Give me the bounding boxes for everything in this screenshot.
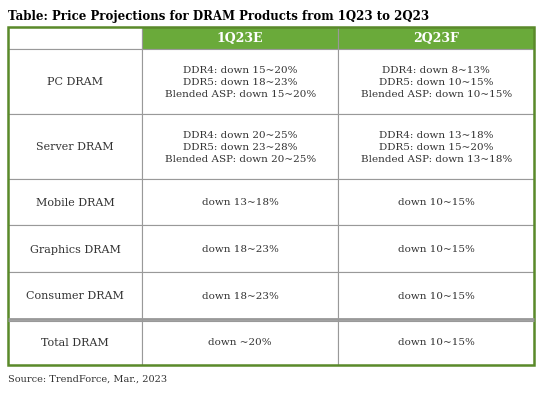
Text: Total DRAM: Total DRAM [41, 337, 109, 347]
Bar [8, 115, 142, 179]
Text: down 10~15%: down 10~15% [398, 198, 475, 207]
Text: down 10~15%: down 10~15% [398, 245, 475, 254]
Text: down 13~18%: down 13~18% [202, 198, 279, 207]
Bar [8, 319, 142, 365]
Text: DDR4: down 8~13%
DDR5: down 10~15%
Blended ASP: down 10~15%: DDR4: down 8~13% DDR5: down 10~15% Blend… [360, 66, 512, 99]
Bar [142, 273, 338, 319]
Text: Source: TrendForce, Mar., 2023: Source: TrendForce, Mar., 2023 [8, 374, 167, 383]
Text: down 18~23%: down 18~23% [202, 245, 279, 254]
Text: down 18~23%: down 18~23% [202, 291, 279, 300]
Text: DDR4: down 13~18%
DDR5: down 15~20%
Blended ASP: down 13~18%: DDR4: down 13~18% DDR5: down 15~20% Blen… [360, 130, 512, 163]
Text: Mobile DRAM: Mobile DRAM [36, 198, 114, 207]
Bar [338, 319, 534, 365]
Bar [338, 50, 534, 115]
Bar [338, 226, 534, 273]
Text: down 10~15%: down 10~15% [398, 291, 475, 300]
Text: DDR4: down 20~25%
DDR5: down 23~28%
Blended ASP: down 20~25%: DDR4: down 20~25% DDR5: down 23~28% Blen… [165, 130, 316, 163]
Text: Graphics DRAM: Graphics DRAM [30, 244, 120, 254]
Text: down 10~15%: down 10~15% [398, 338, 475, 347]
Bar [8, 28, 142, 50]
Bar [142, 319, 338, 365]
Bar [142, 50, 338, 115]
Bar [142, 179, 338, 226]
Bar [8, 50, 142, 115]
Text: PC DRAM: PC DRAM [47, 77, 103, 87]
Text: 2Q23F: 2Q23F [413, 32, 459, 45]
Bar [8, 226, 142, 273]
Text: Consumer DRAM: Consumer DRAM [26, 291, 124, 301]
Bar [338, 179, 534, 226]
Text: DDR4: down 15~20%
DDR5: down 18~23%
Blended ASP: down 15~20%: DDR4: down 15~20% DDR5: down 18~23% Blen… [165, 66, 316, 99]
Bar [142, 226, 338, 273]
Bar [8, 28, 534, 365]
Text: down ~20%: down ~20% [209, 338, 272, 347]
Text: 1Q23E: 1Q23E [217, 32, 263, 45]
Bar [338, 28, 534, 50]
Bar [142, 28, 338, 50]
Bar [338, 273, 534, 319]
Bar [142, 115, 338, 179]
Bar [338, 115, 534, 179]
Bar [8, 273, 142, 319]
Bar [8, 179, 142, 226]
Text: Server DRAM: Server DRAM [36, 142, 114, 152]
Text: Table: Price Projections for DRAM Products from 1Q23 to 2Q23: Table: Price Projections for DRAM Produc… [8, 10, 429, 23]
